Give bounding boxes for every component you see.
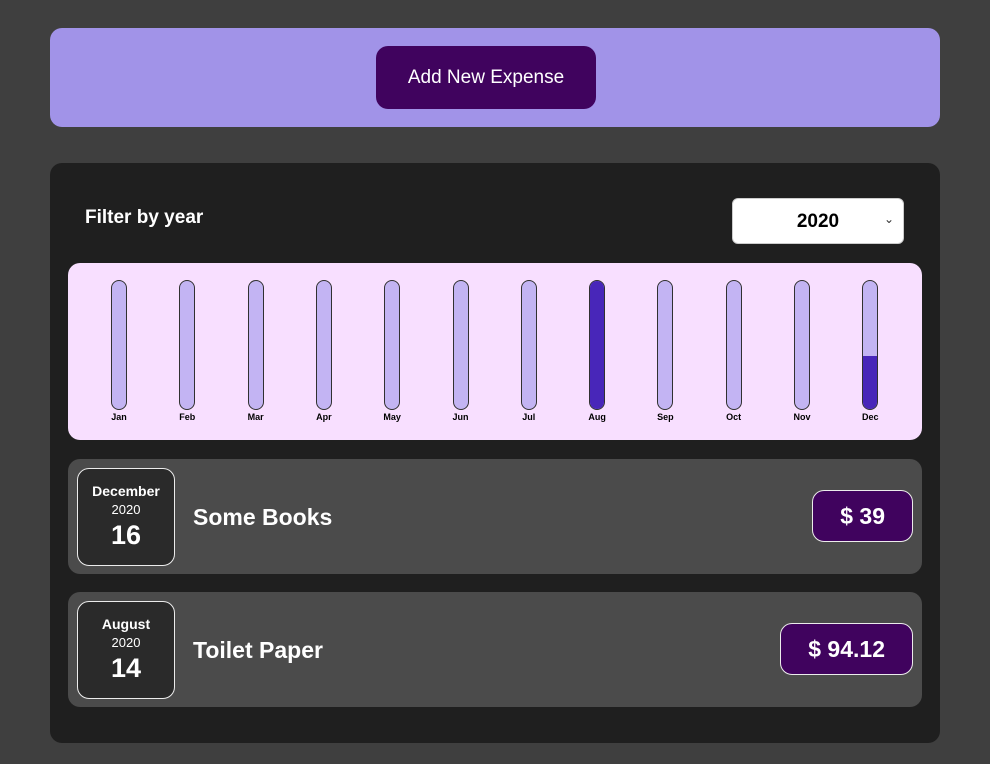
chart-bar-track [862,280,879,410]
expenses-panel: Filter by year 2020 ⌄ Jan Feb Mar Apr May Jun… [50,163,940,743]
expense-date-month: December [92,483,160,499]
expense-title: Some Books [193,504,333,530]
expense-date-day: 14 [110,653,142,683]
chart-bar-mar: Mar [236,280,276,422]
filter-label: Filter by year [85,207,204,228]
year-select-value: 2020 [796,211,840,232]
expense-date: August 2020 14 [77,601,175,699]
chart-bar-dec: Dec [850,280,890,422]
chart-bar-fill [590,281,605,409]
chart-bar-label: Jan [111,412,127,422]
chart-bar-track [179,280,196,410]
chart-bar-aug: Aug [577,280,617,422]
expenses-chart: Jan Feb Mar Apr May Jun Jul Aug Sep Oct Nov Dec [68,263,922,440]
expense-date-year: 2020 [111,502,141,517]
expense-item: December 2020 16 Some Books $ 39 [68,459,922,574]
chart-bar-nov: Nov [782,280,822,422]
expense-date: December 2020 16 [77,468,175,566]
chart-bar-jun: Jun [441,280,481,422]
chart-bar-label: Jul [522,412,536,422]
chart-bar-oct: Oct [714,280,754,422]
chart-bar-label: Feb [179,412,196,422]
chart-bar-fill [863,355,878,409]
chart-bar-track [247,280,264,410]
chart-bar-label: Mar [247,412,264,422]
expense-date-day: 16 [110,520,142,550]
chart-bar-label: Dec [862,412,879,422]
new-expense-panel: Add New Expense [50,28,940,127]
chart-bar-apr: Apr [304,280,344,422]
expense-item: August 2020 14 Toilet Paper $ 94.12 [68,592,922,707]
chart-bar-label: Oct [726,412,742,422]
chart-bar-label: Nov [793,412,811,422]
expense-amount: $ 39 [812,490,913,542]
chart-bar-track [589,280,606,410]
chart-bar-track [384,280,401,410]
chart-bar-feb: Feb [167,280,207,422]
chart-bar-jul: Jul [509,280,549,422]
chart-bar-track [520,280,537,410]
chart-bar-label: Aug [588,412,606,422]
chart-bar-track [794,280,810,410]
chart-bar-label: Apr [316,412,332,422]
chart-bar-sep: Sep [645,280,685,422]
chart-bar-may: May [372,280,412,422]
chevron-down-icon: ⌄ [883,212,894,226]
expense-date-month: August [101,616,151,632]
chart-bar-track [452,280,469,410]
chart-bar-track [315,280,332,410]
add-new-expense-button[interactable]: Add New Expense [376,46,596,109]
chart-bar-label: May [383,412,401,422]
chart-bar-track [657,280,674,410]
chart-bar-jan: Jan [99,280,139,422]
expense-date-year: 2020 [111,635,141,650]
year-select[interactable]: 2020 ⌄ [732,198,904,244]
expense-amount: $ 94.12 [780,623,913,675]
chart-bar-label: Sep [657,412,674,422]
chart-bar-track [111,280,127,410]
chart-bar-track [725,280,742,410]
chart-bar-label: Jun [452,412,469,422]
expense-title: Toilet Paper [193,637,323,663]
